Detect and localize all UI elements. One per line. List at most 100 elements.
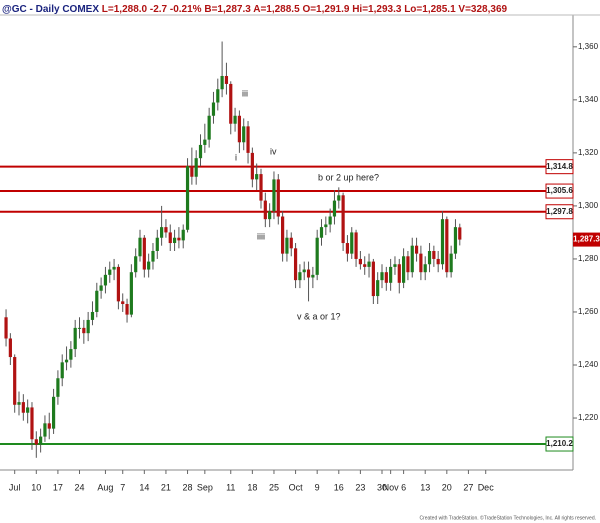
x-tick-label: Sep — [197, 482, 213, 492]
candle-body — [121, 301, 125, 305]
level-label: 1,314.8 — [546, 162, 573, 171]
candle-body — [449, 253, 453, 273]
candle-body — [358, 258, 362, 265]
candle-body — [4, 317, 8, 339]
x-tick-label: 24 — [75, 482, 85, 492]
header: @GC - Daily COMEX L=1,288.0 -2.7 -0.21% … — [2, 4, 508, 15]
candle-body — [414, 245, 419, 254]
candle-body — [211, 102, 216, 116]
last-price-box — [573, 232, 600, 247]
candle-body — [8, 338, 12, 358]
candle-body — [164, 227, 168, 233]
x-tick-label: 10 — [31, 482, 41, 492]
candle-body — [47, 423, 51, 429]
header-item: COMEX — [62, 4, 99, 15]
x-tick-label: Aug — [97, 482, 113, 492]
y-tick-label: 1,280 — [578, 254, 599, 263]
candle-body — [289, 237, 293, 249]
x-tick-label: Dec — [478, 482, 495, 492]
y-tick-label: 1,240 — [578, 360, 599, 369]
level-label-box — [545, 159, 574, 175]
candle-body — [250, 152, 254, 180]
candle-body — [432, 250, 436, 259]
candle-body — [402, 256, 406, 283]
candle-body — [272, 179, 276, 212]
candle-body — [259, 174, 263, 201]
candle-body — [43, 423, 47, 437]
header-item: -0.21% — [170, 4, 202, 15]
candle-body — [397, 264, 401, 283]
annotation: iii — [242, 88, 248, 98]
x-tick-label: Nov — [383, 482, 400, 492]
header-item: O=1,291.9 — [302, 4, 349, 15]
candle-body — [56, 378, 60, 397]
candle-body — [181, 229, 185, 241]
candle-body — [138, 237, 142, 257]
candle-body — [134, 256, 138, 273]
candle-body — [445, 219, 449, 273]
annotation: i — [235, 152, 237, 162]
candle-body — [190, 166, 194, 177]
candle-body — [371, 261, 375, 297]
candle-body — [220, 75, 224, 90]
y-tick-label: 1,260 — [578, 307, 599, 316]
annotation: v & a or 1? — [297, 311, 341, 321]
candle-body — [142, 237, 146, 270]
candle-body — [367, 261, 371, 267]
candle-body — [216, 89, 220, 103]
x-tick-label: 7 — [120, 482, 125, 492]
x-tick-label: 25 — [269, 482, 279, 492]
candle-body — [116, 266, 121, 302]
candle-body — [315, 237, 319, 275]
candle-body — [410, 245, 414, 273]
candle-body — [17, 402, 21, 405]
x-tick-label: Oct — [289, 482, 304, 492]
y-tick-label: 1,300 — [578, 201, 599, 210]
candle-body — [350, 232, 354, 254]
level-label: 1,297.8 — [546, 207, 573, 216]
candle-body — [60, 362, 64, 379]
y-tick-label: 1,360 — [578, 42, 599, 51]
candle-body — [125, 304, 129, 315]
candle-body — [440, 219, 445, 265]
candle-body — [73, 327, 77, 350]
candle-body — [341, 195, 345, 244]
candle-body — [69, 349, 73, 360]
candle-body — [198, 144, 203, 159]
candle-body — [458, 227, 462, 240]
annotation: iv — [270, 146, 277, 156]
candle-body — [129, 272, 133, 315]
candle-body — [26, 407, 30, 413]
level-label-box — [545, 183, 574, 199]
candle-body — [384, 272, 388, 283]
candle-body — [224, 75, 229, 84]
candle-body — [293, 248, 298, 281]
header-text: @GC - Daily COMEX L=1,288.0 -2.7 -0.21% … — [2, 4, 508, 15]
header-item: B=1,287.3 — [204, 4, 251, 15]
candle-body — [168, 232, 172, 244]
candle-body — [306, 269, 311, 278]
candle-body — [337, 195, 341, 201]
candle-body — [51, 396, 56, 429]
candle-body — [427, 250, 432, 265]
candle-body — [203, 139, 207, 145]
candle-body — [103, 274, 108, 286]
candle-body — [229, 83, 233, 124]
x-tick-label: 11 — [226, 482, 235, 492]
candle-body — [99, 285, 103, 291]
header-item: Hi=1,293.3 — [352, 4, 402, 15]
x-tick-label: 21 — [161, 482, 171, 492]
candle-body — [376, 280, 380, 297]
candle-body — [393, 264, 397, 267]
candle-body — [285, 237, 289, 254]
candle-body — [147, 261, 151, 270]
candle-body — [380, 272, 384, 281]
header-item: L=1,288.0 — [102, 4, 148, 15]
candle-body — [64, 359, 69, 363]
candle-body — [108, 269, 112, 275]
candle-body — [246, 126, 250, 153]
header-item: @GC - Daily — [2, 4, 60, 15]
candle-body — [177, 237, 181, 241]
